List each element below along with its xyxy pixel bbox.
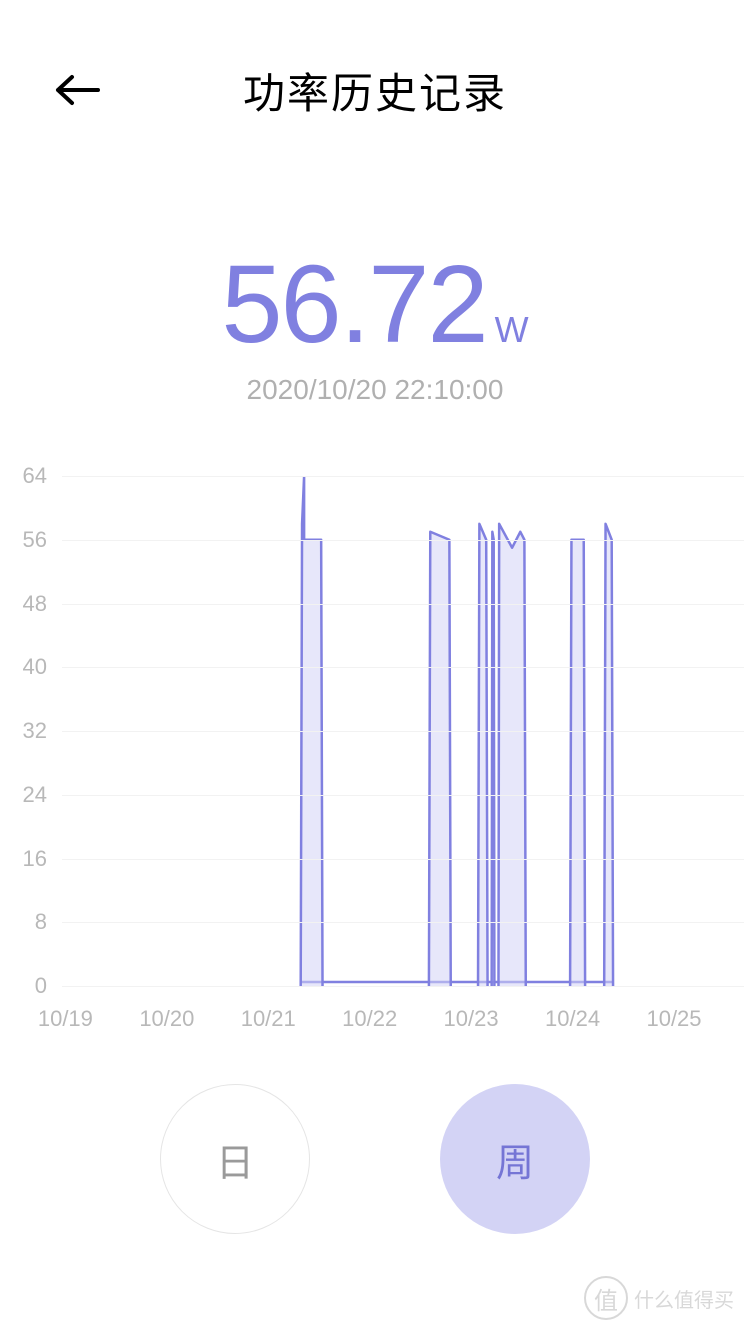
gridline	[62, 604, 744, 605]
gridline	[62, 540, 744, 541]
watermark-badge-icon: 值	[584, 1276, 628, 1320]
y-tick-label: 24	[23, 782, 47, 808]
y-tick-label: 32	[23, 718, 47, 744]
watermark: 值 什么值得买	[584, 1276, 734, 1320]
header: 功率历史记录	[0, 0, 750, 141]
x-tick-label: 10/22	[342, 1006, 397, 1032]
current-reading: 56.72W 2020/10/20 22:10:00	[0, 241, 750, 406]
power-unit: W	[495, 309, 529, 350]
x-tick-label: 10/24	[545, 1006, 600, 1032]
y-tick-label: 48	[23, 591, 47, 617]
y-tick-label: 64	[23, 463, 47, 489]
gridline	[62, 986, 744, 987]
page-title: 功率历史记录	[40, 60, 710, 121]
back-arrow-icon	[50, 70, 106, 110]
y-tick-label: 16	[23, 846, 47, 872]
y-axis: 0816243240485664	[0, 476, 55, 986]
gridline	[62, 859, 744, 860]
power-value: 56.72	[221, 241, 486, 368]
week-toggle-button[interactable]: 周	[440, 1084, 590, 1234]
x-tick-label: 10/19	[38, 1006, 93, 1032]
gridline	[62, 795, 744, 796]
y-tick-label: 40	[23, 654, 47, 680]
day-toggle-button[interactable]: 日	[160, 1084, 310, 1234]
x-tick-label: 10/25	[646, 1006, 701, 1032]
gridline	[62, 731, 744, 732]
gridline	[62, 476, 744, 477]
y-tick-label: 56	[23, 527, 47, 553]
power-history-chart[interactable]: 0816243240485664 10/1810/1910/2010/2110/…	[0, 476, 750, 1046]
x-tick-label: 10/20	[139, 1006, 194, 1032]
plot-area	[62, 476, 744, 986]
back-button[interactable]	[50, 70, 106, 115]
gridline	[62, 667, 744, 668]
gridline	[62, 922, 744, 923]
time-range-toggle: 日 周	[0, 1084, 750, 1234]
x-axis: 10/1810/1910/2010/2110/2210/2310/2410/25	[0, 996, 750, 1046]
watermark-text: 什么值得买	[634, 1284, 734, 1313]
x-tick-label: 10/21	[241, 1006, 296, 1032]
reading-timestamp: 2020/10/20 22:10:00	[0, 374, 750, 406]
y-tick-label: 8	[35, 909, 47, 935]
x-tick-label: 10/23	[444, 1006, 499, 1032]
